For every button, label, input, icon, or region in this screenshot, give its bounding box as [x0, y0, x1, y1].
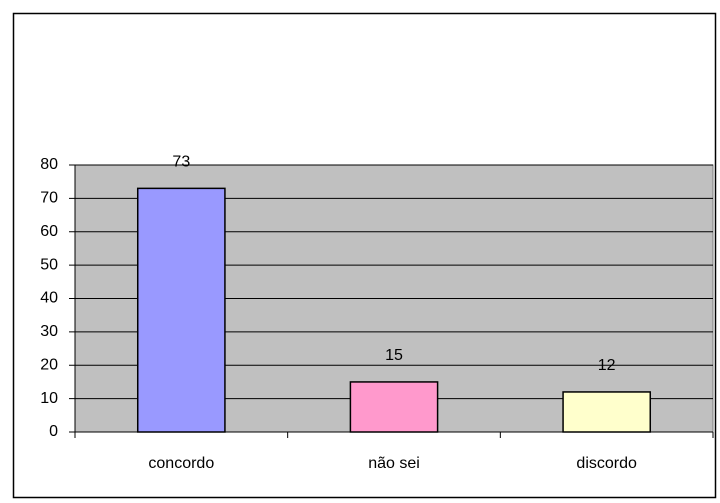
- bar: [562, 391, 652, 433]
- y-tick-label: 20: [40, 356, 58, 373]
- y-tick-label: 80: [40, 156, 58, 173]
- y-tick-label: 40: [40, 290, 58, 307]
- data-label: 15: [385, 347, 403, 364]
- y-tick-label: 0: [49, 423, 58, 440]
- data-label: 12: [598, 357, 616, 374]
- y-tick-label: 60: [40, 223, 58, 240]
- bar: [349, 381, 439, 433]
- y-tick-label: 70: [40, 190, 58, 207]
- y-tick-label: 30: [40, 323, 58, 340]
- data-label: 73: [172, 154, 190, 171]
- bar: [136, 187, 226, 433]
- y-tick-label: 10: [40, 390, 58, 407]
- y-tick-label: 50: [40, 256, 58, 273]
- x-tick-label: concordo: [148, 455, 214, 472]
- x-tick-label: discordo: [576, 455, 637, 472]
- x-tick-label: não sei: [368, 455, 420, 472]
